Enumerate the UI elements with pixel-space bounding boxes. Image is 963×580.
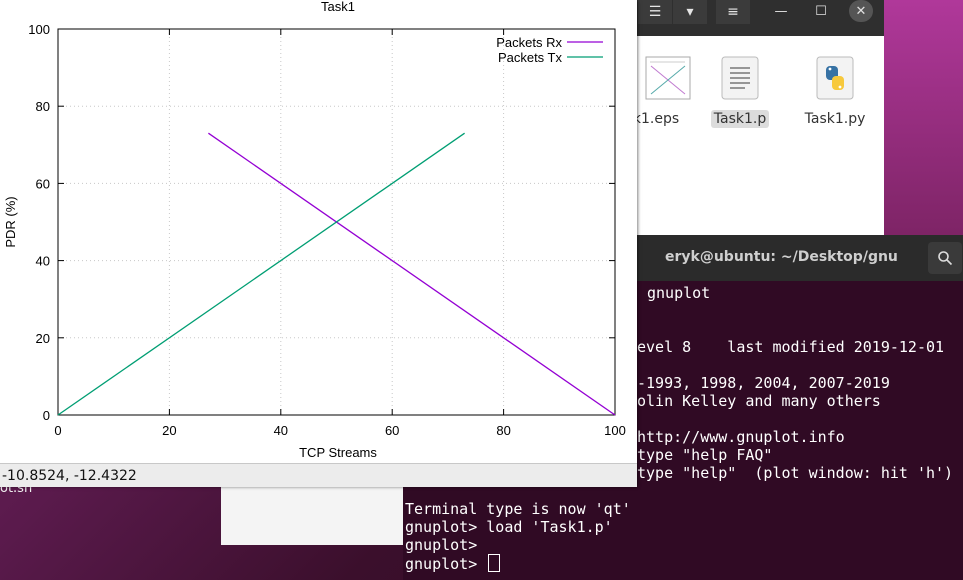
y-tick-label: 100 xyxy=(28,22,50,37)
cursor-coordinates: -10.8524, -12.4322 xyxy=(2,468,137,484)
terminal-line: gnuplot xyxy=(647,284,711,302)
y-tick-label: 60 xyxy=(36,176,50,191)
terminal-line: gnuplot> xyxy=(405,536,478,554)
plot-border xyxy=(57,28,616,416)
terminal-search-button[interactable] xyxy=(928,242,962,274)
axis-ticks: 0 20 40 60 80 100 0 20 40 60 80 100 xyxy=(28,22,626,438)
x-tick-label: 20 xyxy=(162,423,176,438)
file-name: Task1.py xyxy=(804,111,866,127)
maximize-icon: ☐ xyxy=(815,3,827,19)
close-button[interactable]: ✕ xyxy=(849,0,873,22)
x-tick-label: 100 xyxy=(604,423,626,438)
chart-title: Task1 xyxy=(321,0,355,14)
file-item-eps[interactable]: k1.eps xyxy=(611,56,701,128)
maximize-button[interactable]: ☐ xyxy=(809,0,833,22)
y-tick-label: 40 xyxy=(36,254,50,269)
file-item-task1-p[interactable]: Task1.p xyxy=(695,56,785,128)
plot-canvas[interactable]: 0 20 40 60 80 100 0 20 40 60 80 100 Task1 TCP Strea… xyxy=(0,0,637,463)
file-manager-window: ☰ ▾ ≡ — ☐ ✕ k1.eps Task1.p xyxy=(633,0,884,237)
terminal-prompt[interactable]: gnuplot> xyxy=(405,554,501,573)
view-options-dropdown[interactable]: ▾ xyxy=(673,0,707,24)
grid xyxy=(58,29,615,415)
python-file-icon xyxy=(816,56,854,100)
list-view-button[interactable]: ☰ xyxy=(638,0,672,24)
close-icon: ✕ xyxy=(855,3,867,19)
file-name: k1.eps xyxy=(632,111,680,127)
text-cursor xyxy=(488,554,501,572)
y-axis-label: PDR (%) xyxy=(3,196,18,247)
chevron-down-icon: ▾ xyxy=(686,4,694,20)
terminal-line: type "help FAQ" xyxy=(637,446,773,464)
terminal-title: eryk@ubuntu: ~/Desktop/gnu xyxy=(665,249,898,265)
terminal-line: Terminal type is now 'qt' xyxy=(405,500,631,518)
series-lines xyxy=(57,132,616,416)
file-manager-header: ☰ ▾ ≡ — ☐ ✕ xyxy=(636,0,884,36)
terminal-line: evel 8 last modified 2019-12-01 xyxy=(637,338,945,356)
search-icon xyxy=(938,251,953,266)
x-tick-label: 40 xyxy=(274,423,288,438)
file-name: Task1.p xyxy=(710,110,770,128)
list-view-icon: ☰ xyxy=(648,4,662,20)
terminal-line: type "help" (plot window: hit 'h') xyxy=(637,464,954,482)
hamburger-menu-button[interactable]: ≡ xyxy=(716,0,750,24)
legend-label-rx: Packets Rx xyxy=(496,35,562,50)
text-file-icon xyxy=(721,56,759,100)
minimize-icon: — xyxy=(774,3,788,19)
y-tick-label: 80 xyxy=(36,99,50,114)
wallpaper-highlight xyxy=(873,0,963,235)
eps-thumbnail-icon xyxy=(645,56,691,100)
status-bar: -10.8524, -12.4322 xyxy=(0,463,637,487)
terminal-line: -1993, 1998, 2004, 2007-2019 xyxy=(637,374,890,392)
legend: Packets Rx Packets Tx xyxy=(496,35,603,65)
minimize-button[interactable]: — xyxy=(769,0,793,22)
background-window-fragment xyxy=(221,486,403,545)
file-item-task1-py[interactable]: Task1.py xyxy=(790,56,880,128)
terminal-line: gnuplot> load 'Task1.p' xyxy=(405,518,613,536)
prompt-text: gnuplot> xyxy=(405,555,487,573)
y-tick-label: 20 xyxy=(36,331,50,346)
gnuplot-plot-window[interactable]: 0 20 40 60 80 100 0 20 40 60 80 100 Task1 TCP Strea… xyxy=(0,0,637,487)
y-tick-label: 0 xyxy=(43,408,50,423)
legend-label-tx: Packets Tx xyxy=(498,50,563,65)
terminal-line: olin Kelley and many others xyxy=(637,392,881,410)
hamburger-menu-icon: ≡ xyxy=(727,4,739,20)
x-tick-label: 0 xyxy=(54,423,61,438)
x-tick-label: 80 xyxy=(496,423,510,438)
file-grid: k1.eps Task1.p Task1.py xyxy=(633,36,884,237)
series-line-tx xyxy=(57,132,465,416)
x-axis-label: TCP Streams xyxy=(299,445,377,460)
x-tick-label: 60 xyxy=(385,423,399,438)
terminal-line: http://www.gnuplot.info xyxy=(637,428,845,446)
series-line-rx xyxy=(208,132,616,416)
